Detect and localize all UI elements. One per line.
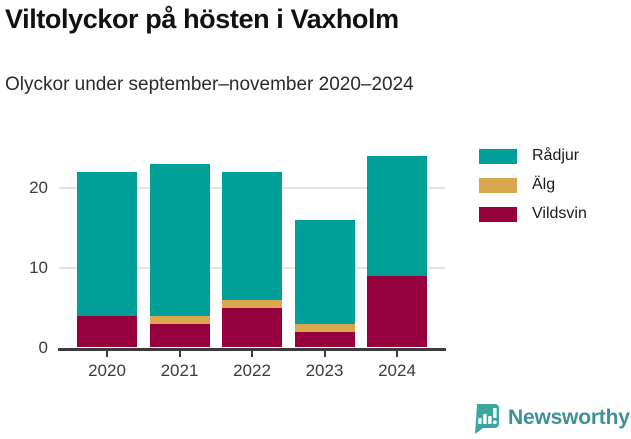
x-axis-label-2020: 2020 <box>88 360 126 380</box>
legend-label-radjur: Rådjur <box>532 147 580 164</box>
legend-label-vildsvin: Vildsvin <box>532 205 587 222</box>
y-axis-tick-label: 10 <box>29 257 48 277</box>
legend-label-alg: Älg <box>532 176 556 193</box>
newsworthy-logo-icon <box>475 403 499 434</box>
bar-segment-Rådjur-2021 <box>149 164 210 316</box>
bar-segment-Vildsvin-2021 <box>149 323 210 348</box>
x-axis-label-2022: 2022 <box>233 360 271 380</box>
bar-segment-Vildsvin-2023 <box>294 331 355 348</box>
brand-footer: Newsworthy <box>472 402 630 434</box>
bar-segment-Rådjur-2022 <box>222 172 282 300</box>
legend-item-radjur: Rådjur <box>479 148 587 164</box>
bar-segment-Älg-2023 <box>294 323 355 332</box>
x-axis-tick-2024 <box>396 350 398 357</box>
y-axis-tick-label: 20 <box>29 178 48 198</box>
x-axis-label-2023: 2023 <box>305 360 344 380</box>
chart-subtitle: Olyckor under september–november 2020–20… <box>5 74 414 95</box>
bar-segment-Rådjur-2024 <box>367 156 427 276</box>
x-axis-tick-2020 <box>106 350 108 357</box>
bar-segment-Vildsvin-2020 <box>77 315 137 348</box>
x-axis-tick-2022 <box>251 350 253 357</box>
x-axis-line <box>58 347 446 351</box>
bar-segment-Vildsvin-2022 <box>222 307 282 348</box>
brand-name: Newsworthy <box>508 406 630 429</box>
legend: Rådjur Älg Vildsvin <box>479 148 587 235</box>
x-axis-label-2021: 2021 <box>160 360 199 380</box>
y-axis-tick-label: 0 <box>38 337 48 357</box>
x-axis-label-2024: 2024 <box>378 360 416 380</box>
legend-swatch-radjur <box>479 148 517 164</box>
x-axis-tick-2021 <box>178 350 181 357</box>
bar-segment-Rådjur-2023 <box>294 220 355 324</box>
legend-item-vildsvin: Vildsvin <box>479 206 587 222</box>
legend-item-alg: Älg <box>479 177 587 193</box>
legend-swatch-alg <box>479 177 517 193</box>
bar-segment-Älg-2022 <box>222 299 282 308</box>
legend-swatch-vildsvin <box>479 206 517 222</box>
bar-segment-Vildsvin-2024 <box>367 275 427 348</box>
bar-segment-Älg-2021 <box>149 315 210 324</box>
bar-segment-Rådjur-2020 <box>77 172 137 316</box>
chart-title: Viltolyckor på hösten i Vaxholm <box>5 4 399 34</box>
stacked-bar-chart: 0 10 20 2020 2021 2022 2023 2024 <box>0 130 460 410</box>
x-axis-tick-2023 <box>323 350 326 357</box>
